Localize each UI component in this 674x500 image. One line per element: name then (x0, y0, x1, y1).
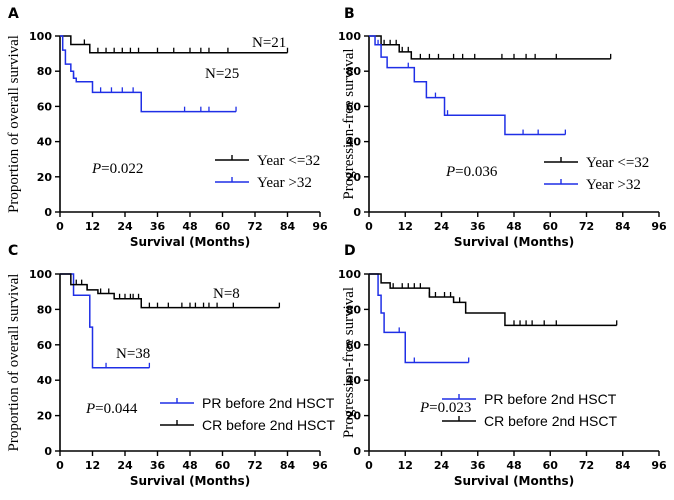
x-tick-label: 24 (434, 459, 450, 472)
x-tick-label: 60 (543, 220, 559, 233)
n-annotation: N=8 (213, 286, 240, 302)
y-tick-label: 0 (44, 445, 52, 458)
y-tick-label: 100 (338, 268, 361, 281)
km-curve-2 (369, 35, 566, 136)
y-tick-label: 40 (346, 374, 362, 387)
x-tick-label: 84 (280, 459, 296, 472)
legend-label: Year >32 (257, 175, 312, 191)
x-tick-label: 60 (543, 459, 559, 472)
x-tick-label: 84 (615, 459, 631, 472)
x-tick-label: 72 (247, 459, 262, 472)
x-tick-label: 24 (117, 220, 133, 233)
x-tick-label: 12 (85, 459, 100, 472)
y-tick-label: 0 (353, 206, 361, 219)
panel-d: D 0 20 40 60 80 100 0 12 24 36 48 60 72 84 96 Survival (… (338, 243, 667, 488)
x-tick-label: 24 (434, 220, 450, 233)
y-tick-label: 0 (353, 445, 361, 458)
y-tick-label: 20 (37, 410, 53, 423)
x-tick-label: 72 (579, 459, 594, 472)
x-tick-label: 96 (312, 220, 328, 233)
x-tick-label: 0 (56, 459, 64, 472)
x-tick-label: 12 (398, 459, 413, 472)
x-tick-label: 24 (117, 459, 133, 472)
x-tick-label: 48 (182, 459, 197, 472)
x-tick-label: 48 (182, 220, 197, 233)
y-tick-label: 100 (29, 30, 52, 43)
x-tick-label: 48 (506, 459, 521, 472)
y-tick-label: 100 (338, 30, 361, 43)
x-tick-label: 60 (215, 220, 231, 233)
y-tick-label: 100 (29, 268, 52, 281)
y-tick-label: 20 (346, 171, 362, 184)
y-tick-label: 80 (37, 65, 53, 78)
n-annotation: N=25 (205, 66, 239, 82)
x-tick-label: 84 (280, 220, 296, 233)
p-value: P=0.023 (419, 400, 471, 416)
x-tick-label: 12 (85, 220, 100, 233)
x-tick-label: 96 (651, 459, 667, 472)
y-tick-label: 0 (44, 206, 52, 219)
x-tick-label: 84 (615, 220, 631, 233)
legend-label: Year <=32 (586, 155, 649, 171)
km-curve-1 (369, 35, 611, 60)
panel-letter: C (8, 243, 18, 259)
panel-letter: B (344, 6, 355, 22)
n-annotation: N=38 (116, 346, 150, 362)
x-axis-label: Survival (Months) (130, 474, 250, 488)
y-axis-label: Proportion of overall survival (6, 274, 22, 452)
y-tick-label: 60 (37, 100, 53, 113)
y-tick-label: 20 (346, 410, 362, 423)
x-tick-label: 0 (365, 459, 373, 472)
y-tick-label: 80 (346, 65, 362, 78)
panel-c: C 0 20 40 60 80 100 0 12 24 36 48 60 72 84 96 Survival (… (6, 243, 336, 488)
p-value: P=0.022 (91, 161, 143, 177)
x-tick-label: 96 (651, 220, 667, 233)
x-tick-label: 36 (470, 220, 486, 233)
y-tick-label: 40 (37, 374, 53, 387)
legend-label: CR before 2nd HSCT (202, 417, 336, 433)
y-tick-label: 80 (37, 303, 53, 316)
legend-label: Year >32 (586, 177, 641, 193)
x-tick-label: 72 (247, 220, 262, 233)
x-tick-label: 12 (398, 220, 413, 233)
panel-letter: D (344, 243, 356, 259)
legend-label: CR before 2nd HSCT (484, 413, 618, 429)
km-curve-1 (60, 273, 150, 369)
km-curve-1 (369, 273, 469, 364)
km-curve-2 (60, 273, 280, 309)
p-value: P=0.036 (445, 164, 498, 180)
y-tick-label: 80 (346, 303, 362, 316)
y-tick-label: 20 (37, 171, 53, 184)
n-annotation: N=21 (252, 35, 286, 51)
y-axis-label: Progression-free survival (341, 287, 357, 438)
panel-a: A 0 20 40 60 80 100 0 12 24 36 48 60 72 84 96 Survival (… (6, 6, 328, 249)
x-tick-label: 36 (150, 459, 166, 472)
x-tick-label: 0 (56, 220, 64, 233)
x-tick-label: 0 (365, 220, 373, 233)
x-tick-label: 36 (470, 459, 486, 472)
km-curve-2 (369, 273, 617, 327)
panel-letter: A (8, 6, 19, 22)
legend-label: Year <=32 (257, 153, 320, 169)
y-tick-label: 60 (37, 339, 53, 352)
y-tick-label: 40 (346, 136, 362, 149)
y-axis-label: Proportion of overall survival (6, 35, 22, 213)
x-axis-label: Survival (Months) (130, 235, 250, 249)
legend-label: PR before 2nd HSCT (202, 395, 335, 411)
panel-b: B 0 20 40 60 80 100 0 12 24 36 48 60 72 84 96 Survival (… (338, 6, 667, 249)
x-axis-label: Survival (Months) (454, 474, 574, 488)
legend-label: PR before 2nd HSCT (484, 391, 617, 407)
x-axis-label: Survival (Months) (454, 235, 574, 249)
x-tick-label: 60 (215, 459, 231, 472)
y-tick-label: 40 (37, 136, 53, 149)
y-tick-label: 60 (346, 100, 362, 113)
y-axis-label: Progression-free survival (341, 48, 357, 199)
p-value: P=0.044 (85, 401, 138, 417)
x-tick-label: 72 (579, 220, 594, 233)
x-tick-label: 96 (312, 459, 328, 472)
y-tick-label: 60 (346, 339, 362, 352)
x-tick-label: 36 (150, 220, 166, 233)
x-tick-label: 48 (506, 220, 521, 233)
